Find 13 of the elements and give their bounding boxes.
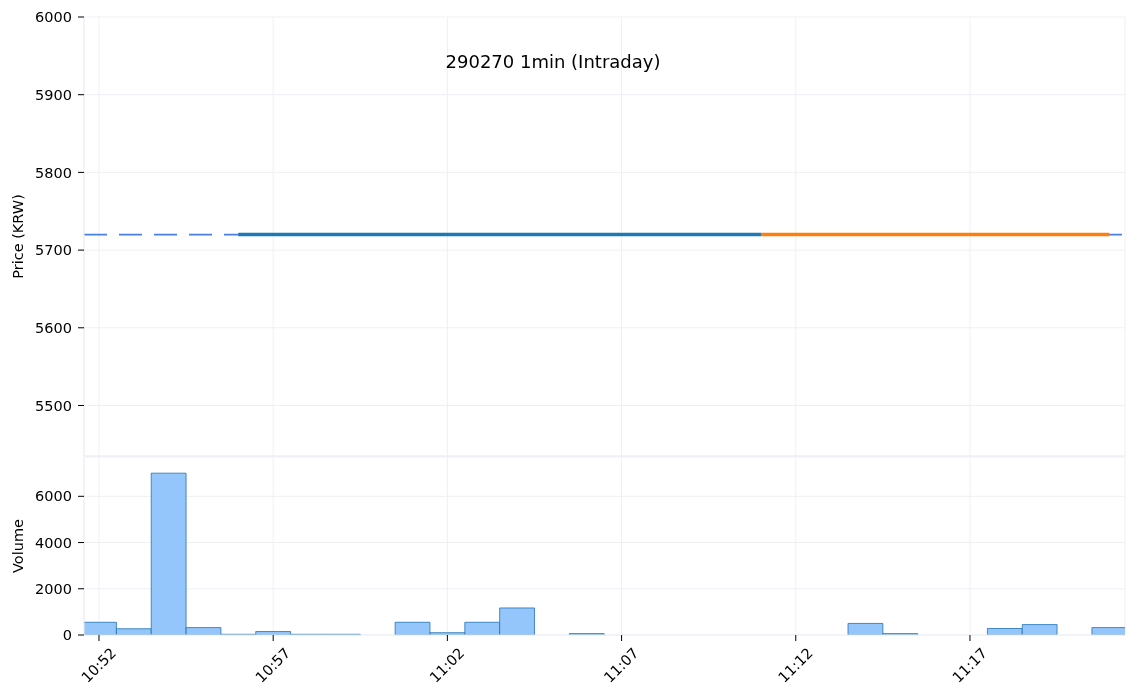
y-tick-label: 4000 bbox=[35, 534, 72, 551]
y-axis-title: Volume bbox=[10, 518, 26, 573]
y-tick-label: 5500 bbox=[35, 397, 72, 414]
y-tick-label: 6000 bbox=[35, 488, 72, 505]
y-tick-label: 5900 bbox=[35, 86, 72, 103]
y-tick-label: 6000 bbox=[35, 9, 72, 26]
text: 290270 1min (Intraday) bbox=[444, 51, 662, 72]
y-tick-label: 2000 bbox=[35, 580, 72, 597]
y-axis-title: Price (KRW) bbox=[10, 194, 26, 279]
y-tick-label: 5700 bbox=[35, 242, 72, 259]
y-tick-label: 5800 bbox=[35, 164, 72, 181]
y-tick-label: 5600 bbox=[35, 319, 72, 336]
y-tick-label: 0 bbox=[62, 627, 72, 644]
